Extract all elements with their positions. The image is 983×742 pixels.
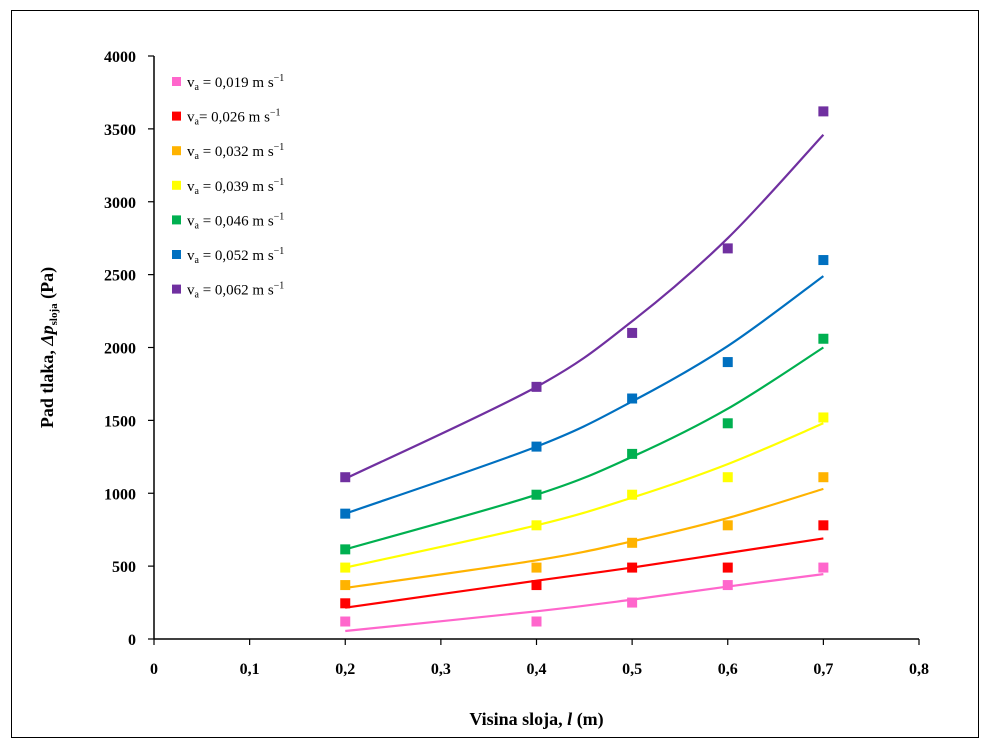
data-point-series-4 [722, 472, 733, 483]
x-tick-label: 0,2 [335, 661, 355, 678]
data-point-series-6 [627, 393, 638, 404]
y-tick-label: 1000 [104, 486, 136, 503]
data-point-series-1 [627, 597, 638, 608]
legend-label-2: va= 0,026 m s−1 [187, 108, 281, 128]
data-point-series-3 [531, 562, 542, 573]
data-point-series-5 [627, 448, 638, 459]
data-point-series-7 [627, 327, 638, 338]
x-tick-label: 0,4 [527, 661, 547, 678]
data-point-series-5 [818, 333, 829, 344]
data-point-series-3 [722, 520, 733, 531]
legend-swatch-4 [172, 180, 181, 190]
x-tick-label: 0,8 [909, 661, 929, 678]
y-tick-label: 1500 [104, 413, 136, 430]
data-point-series-2 [818, 520, 829, 531]
axes [148, 55, 920, 645]
y-axis-title: Pad tlaka, Δpsloja (Pa) [37, 267, 60, 428]
x-tick-label: 0,7 [813, 661, 833, 678]
data-point-series-6 [818, 255, 829, 266]
data-point-series-4 [340, 562, 351, 573]
y-tick-label: 4000 [104, 49, 136, 66]
x-tick-label: 0,6 [718, 661, 738, 678]
legend-swatch-7 [172, 284, 181, 294]
tick-labels: 0 500 1000 1500 2000 2500 3000 3500 4000 0 0,1 0,2 0… [104, 49, 929, 678]
data-point-series-4 [818, 412, 829, 423]
legend-swatch-2 [172, 111, 181, 121]
axis-titles: Visina sloja, l (m) Pad tlaka, Δpsloja (P… [37, 267, 604, 730]
legend-swatch-6 [172, 250, 181, 259]
legend-label-4: va = 0,039 m s−1 [187, 177, 284, 197]
data-point-series-2 [627, 562, 638, 573]
y-tick-label: 2000 [104, 341, 136, 358]
data-point-series-1 [818, 562, 829, 573]
data-point-series-3 [340, 580, 351, 591]
data-point-series-6 [722, 357, 733, 368]
legend-swatch-5 [172, 215, 181, 225]
data-point-series-6 [531, 441, 542, 452]
data-point-series-7 [531, 381, 542, 392]
trendline-series-2 [345, 537, 824, 609]
legend-label-5: va = 0,046 m s−1 [187, 211, 284, 231]
data-point-series-1 [531, 616, 542, 627]
data-point-series-7 [722, 243, 733, 254]
x-axis-title: Visina sloja, l (m) [469, 709, 603, 730]
legend-label-7: va = 0,062 m s−1 [187, 281, 284, 301]
y-tick-label: 3500 [104, 122, 136, 139]
data-point-series-4 [627, 489, 638, 500]
trendline-series-7 [344, 133, 825, 480]
y-tick-label: 3000 [104, 195, 136, 212]
legend-label-1: va = 0,019 m s−1 [187, 73, 284, 93]
data-point-series-3 [818, 472, 829, 483]
data-point-series-3 [627, 537, 638, 548]
y-tick-label: 2500 [104, 268, 136, 285]
data-point-series-2 [722, 562, 733, 573]
x-tick-label: 0,1 [240, 661, 260, 678]
data-point-series-5 [722, 418, 733, 429]
trendlines [344, 133, 825, 633]
legend-label-6: va = 0,052 m s−1 [187, 246, 284, 266]
data-point-series-7 [340, 472, 351, 483]
legend-label-3: va = 0,032 m s−1 [187, 142, 284, 162]
trendline-series-6 [344, 275, 825, 515]
y-tick-label: 500 [112, 559, 136, 576]
data-point-series-5 [531, 489, 542, 500]
x-tick-label: 0 [150, 661, 158, 678]
data-point-series-6 [340, 508, 351, 519]
data-points [340, 106, 829, 627]
legend-swatch-3 [172, 146, 181, 156]
data-point-series-1 [340, 616, 351, 627]
data-point-series-4 [531, 520, 542, 531]
trendline-series-5 [344, 346, 824, 551]
x-tick-label: 0,3 [431, 661, 451, 678]
trendline-series-1 [345, 573, 824, 633]
data-point-series-2 [340, 598, 351, 609]
x-tick-label: 0,5 [622, 661, 642, 678]
data-point-series-2 [531, 580, 542, 591]
data-point-series-1 [722, 580, 733, 591]
data-point-series-7 [818, 106, 829, 117]
legend-swatch-1 [172, 77, 181, 86]
y-tick-label: 0 [128, 632, 136, 649]
trendline-series-3 [345, 487, 824, 590]
data-point-series-5 [340, 544, 351, 555]
legend: va = 0,019 m s−1 va= 0,026 m s−1 va = 0,03… [172, 73, 284, 301]
